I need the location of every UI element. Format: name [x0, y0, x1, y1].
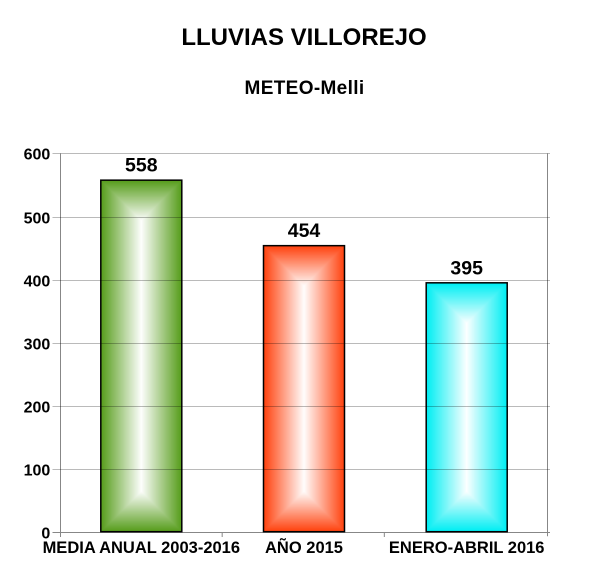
- svg-text:200: 200: [24, 399, 51, 416]
- svg-text:558: 558: [125, 155, 158, 177]
- svg-text:LLUVIAS VILLOREJO: LLUVIAS VILLOREJO: [181, 24, 426, 51]
- svg-text:MEDIA ANUAL 2003-2016: MEDIA ANUAL 2003-2016: [43, 539, 240, 557]
- svg-text:400: 400: [24, 273, 51, 290]
- svg-text:ENERO-ABRIL 2016: ENERO-ABRIL 2016: [389, 539, 545, 557]
- svg-text:AÑO 2015: AÑO 2015: [265, 537, 343, 557]
- svg-text:454: 454: [288, 220, 321, 242]
- svg-text:METEO-Melli: METEO-Melli: [245, 78, 365, 99]
- svg-text:100: 100: [24, 462, 51, 479]
- svg-text:300: 300: [24, 336, 51, 353]
- svg-text:600: 600: [24, 146, 51, 163]
- svg-text:395: 395: [450, 257, 483, 279]
- svg-text:500: 500: [24, 210, 51, 227]
- svg-text:0: 0: [41, 525, 50, 542]
